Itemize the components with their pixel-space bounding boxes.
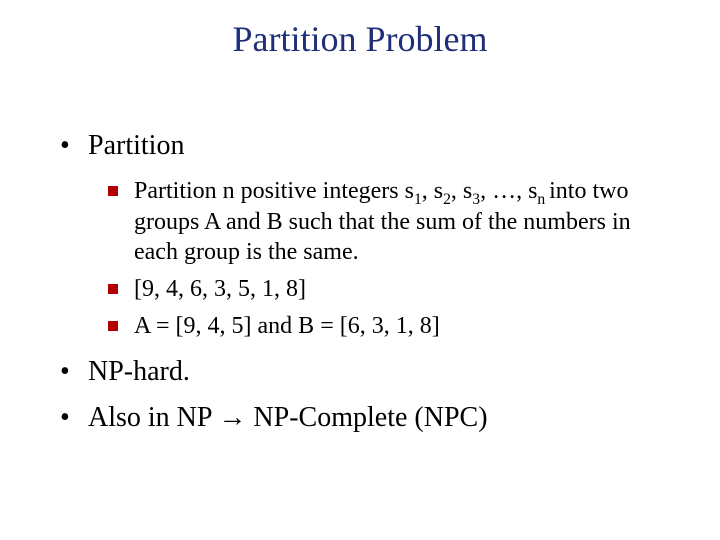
bullet-partition: Partition bbox=[60, 130, 680, 162]
slide-title: Partition Problem bbox=[40, 18, 680, 60]
text-fragment: , s bbox=[451, 178, 472, 204]
text-fragment: , s bbox=[422, 178, 443, 204]
text-fragment: , …, s bbox=[480, 178, 537, 204]
sub-bullet-definition: Partition n positive integers s1, s2, s3… bbox=[108, 176, 650, 268]
sub-bullet-example-split: A = [9, 4, 5] and B = [6, 3, 1, 8] bbox=[108, 311, 650, 342]
slide: Partition Problem Partition Partition n … bbox=[0, 0, 720, 540]
subscript: 1 bbox=[414, 191, 422, 208]
subscript: n bbox=[537, 191, 549, 208]
sub-bullet-group: Partition n positive integers s1, s2, s3… bbox=[40, 176, 680, 342]
bullet-npc: Also in NP → NP-Complete (NPC) bbox=[60, 402, 680, 434]
bullet-nphard: NP-hard. bbox=[60, 356, 680, 388]
text-fragment: Partition n positive integers s bbox=[134, 178, 414, 204]
subscript: 3 bbox=[472, 191, 480, 208]
sub-bullet-example-list: [9, 4, 6, 3, 5, 1, 8] bbox=[108, 274, 650, 305]
subscript: 2 bbox=[443, 191, 451, 208]
